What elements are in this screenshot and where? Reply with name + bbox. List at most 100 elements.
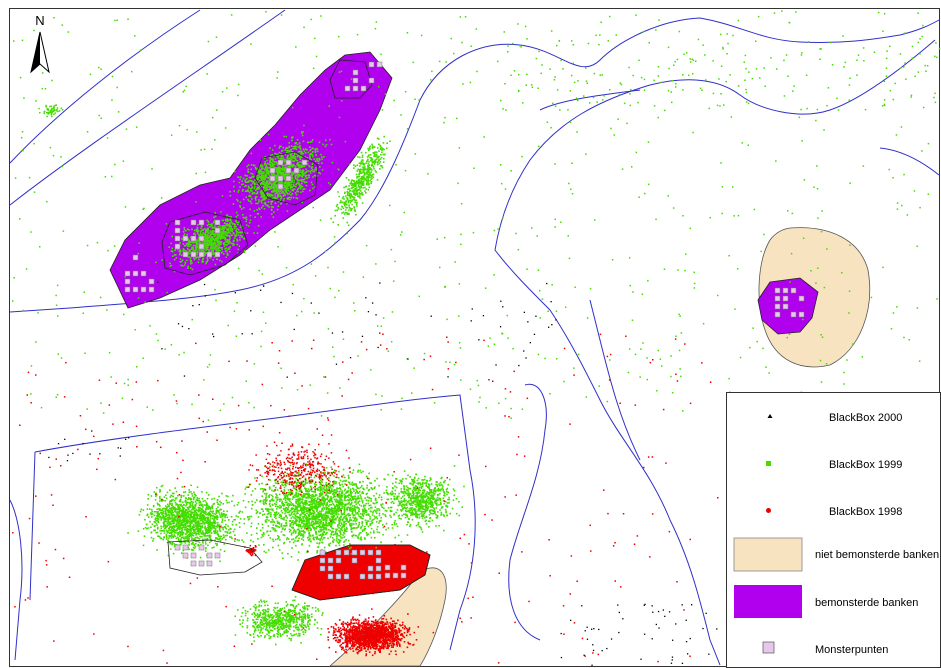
scatter-point [298,154,300,157]
scatter-point [301,151,303,153]
scatter-point [274,163,276,166]
scatter-point [279,172,281,174]
scatter-point [274,193,276,195]
scatter-point [354,192,356,194]
scatter-point [344,517,347,520]
scatter-point [286,149,288,152]
scatter-point [246,175,248,177]
scatter-point [178,509,181,512]
scatter-point [305,168,307,171]
scatter-point [289,152,291,155]
scatter-point [176,527,179,529]
scatter-point [264,184,266,186]
scatter-point [316,552,318,554]
scatter-point [213,230,215,233]
scatter-point [159,497,161,500]
scatter-point [201,530,204,532]
scatter-point [358,192,361,194]
scatter-point [184,491,187,493]
scatter-point [182,248,185,250]
scatter-point [342,211,345,214]
scatter-point [197,236,200,239]
scatter-point [199,556,202,559]
scatter-point [370,157,373,159]
scatter-point [213,226,215,229]
scatter-point [228,219,231,221]
scatter-point [170,242,172,245]
scatter-point [328,519,331,521]
scatter-point [222,534,225,536]
scatter-point [247,187,250,189]
scatter-point [169,489,171,491]
scatter-point [349,190,351,192]
scatter-point [282,157,285,160]
scatter-point [226,214,229,216]
scatter-point [279,190,282,192]
scatter-point [151,516,153,518]
scatter-point [279,500,281,503]
scatter-point [254,501,256,504]
scatter-point [347,495,349,497]
scatter-point [179,540,181,542]
scatter-point [298,171,301,173]
scatter-point [252,182,254,185]
scatter-point [263,550,266,553]
scatter-point [356,170,358,172]
scatter-point [328,488,331,490]
scatter-point [201,491,203,493]
scatter-point [363,508,365,511]
scatter-point [352,497,354,500]
scatter-point [386,147,388,150]
scatter-point [179,261,182,263]
scatter-point [359,195,361,197]
scatter-point [178,250,181,253]
scatter-point [283,170,286,173]
scatter-point [381,151,383,154]
scatter-point [264,176,266,178]
scatter-point [194,250,197,253]
scatter-point [170,250,173,252]
scatter-point [268,486,271,488]
scatter-point [338,541,341,543]
scatter-point [207,234,209,237]
scatter-point [279,157,282,159]
scatter-point [209,525,212,528]
scatter-point [359,182,361,185]
scatter-point [359,537,362,540]
scatter-point [244,506,247,509]
scatter-point [325,487,328,489]
scatter-point [278,193,281,195]
scatter-point [165,513,167,515]
scatter-point [299,509,301,512]
scatter-point [209,516,212,518]
scatter-point [265,182,268,185]
scatter-point [279,181,281,183]
scatter-point [260,200,263,202]
scatter-point [203,512,205,514]
scatter-point [368,169,370,172]
scatter-point [299,185,301,188]
scatter-point [342,217,345,219]
scatter-point [182,501,184,504]
scatter-point [171,531,173,533]
scatter-point [356,180,359,183]
scatter-point [224,232,226,234]
scatter-point [248,180,250,182]
scatter-point [296,178,298,181]
scatter-point [358,508,360,510]
scatter-point [364,497,366,499]
scatter-point [146,527,148,530]
scatter-point [247,501,250,503]
scatter-point [221,231,224,234]
scatter-point [228,231,231,234]
scatter-point [198,240,200,243]
scatter-point [350,494,352,496]
scatter-point [190,491,192,493]
scatter-point [353,167,355,169]
scatter-point [315,154,317,156]
scatter-point [192,526,194,528]
scatter-point [387,507,390,509]
scatter-point [358,463,361,466]
scatter-point [311,494,314,496]
scatter-point [345,200,347,202]
